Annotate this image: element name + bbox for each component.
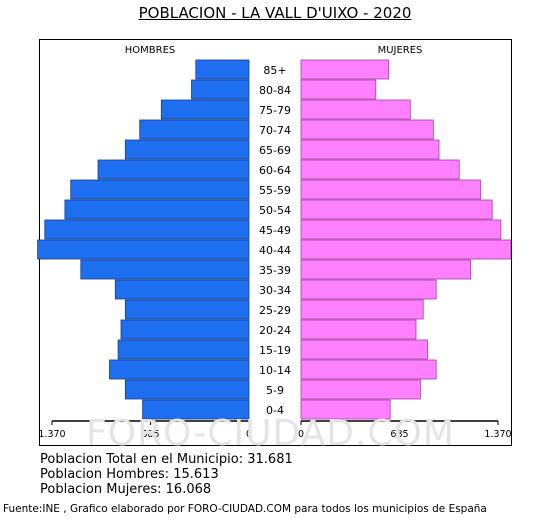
age-group-label: 5-9 <box>266 384 284 397</box>
female-bar <box>300 239 512 260</box>
male-bar <box>70 179 250 200</box>
age-group-label: 0-4 <box>266 404 284 417</box>
age-group-label: 45-49 <box>259 224 291 237</box>
female-bar <box>300 139 440 160</box>
age-group-label: 25-29 <box>259 304 291 317</box>
female-bar <box>300 319 417 340</box>
female-bar <box>300 179 482 200</box>
age-group-label: 60-64 <box>259 164 291 177</box>
age-group-label: 30-34 <box>259 284 291 297</box>
male-bar <box>124 379 250 400</box>
age-group-label: 55-59 <box>259 184 291 197</box>
x-tick-label: 0 <box>246 429 252 440</box>
female-bar <box>300 79 377 100</box>
male-bar <box>124 139 250 160</box>
male-bar <box>64 199 250 220</box>
male-population-text: Poblacion Hombres: 15.613 <box>40 467 219 482</box>
age-group-label: 15-19 <box>259 344 291 357</box>
age-group-label: 80-84 <box>259 84 291 97</box>
female-bar <box>300 259 472 280</box>
female-bar <box>300 379 421 400</box>
total-population-text: Poblacion Total en el Municipio: 31.681 <box>40 452 293 467</box>
male-bar <box>80 259 250 280</box>
female-bar <box>300 59 390 80</box>
chart-title: POBLACION - LA VALL D'UIXO - 2020 <box>138 4 412 22</box>
female-bar <box>300 399 391 420</box>
female-bar <box>300 119 434 140</box>
x-tick-label: 685 <box>141 429 159 440</box>
age-group-label: 65-69 <box>259 144 291 157</box>
female-bar <box>300 159 460 180</box>
age-group-label: 20-24 <box>259 324 291 337</box>
female-bar <box>300 99 411 120</box>
male-bar <box>124 299 250 320</box>
age-group-label: 40-44 <box>259 244 291 257</box>
age-group-label: 35-39 <box>259 264 291 277</box>
female-bar <box>300 279 437 300</box>
male-bar <box>139 119 250 140</box>
female-bar <box>300 219 502 240</box>
right-series-label: MUJERES <box>378 45 423 56</box>
watermark: FORO-CIUDAD.COM <box>86 413 455 454</box>
age-group-label: 85+ <box>263 64 286 77</box>
female-bar <box>300 339 428 360</box>
male-bar <box>160 99 250 120</box>
age-group-label: 75-79 <box>259 104 291 117</box>
population-totals: Poblacion Total en el Municipio: 31.681 … <box>40 452 293 497</box>
male-bar <box>191 79 250 100</box>
age-group-label: 50-54 <box>259 204 291 217</box>
male-bar <box>142 399 250 420</box>
female-bar <box>300 299 424 320</box>
male-bar <box>195 59 250 80</box>
x-tick-label: 685 <box>390 429 408 440</box>
male-bar <box>37 239 250 260</box>
x-tick-label: 1.370 <box>38 429 65 440</box>
female-population-text: Poblacion Mujeres: 16.068 <box>40 482 212 497</box>
male-bar <box>120 319 250 340</box>
female-bar <box>300 359 437 380</box>
male-bar <box>44 219 250 240</box>
male-bar <box>114 279 250 300</box>
population-pyramid-chart: HOMBRES MUJERES 85+ 80-84 75-79 70-74 65-69 60-… <box>37 39 512 446</box>
age-group-label: 10-14 <box>259 364 291 377</box>
x-tick-label: 1.370 <box>484 429 511 440</box>
x-tick-label: 0 <box>298 429 304 440</box>
source-footer: Fuente:INE , Grafico elaborado por FORO-… <box>3 503 487 515</box>
female-bar <box>300 199 493 220</box>
male-bar <box>109 359 250 380</box>
male-bar <box>97 159 250 180</box>
left-series-label: HOMBRES <box>125 45 176 56</box>
age-group-label: 70-74 <box>259 124 291 137</box>
male-bar <box>117 339 250 360</box>
